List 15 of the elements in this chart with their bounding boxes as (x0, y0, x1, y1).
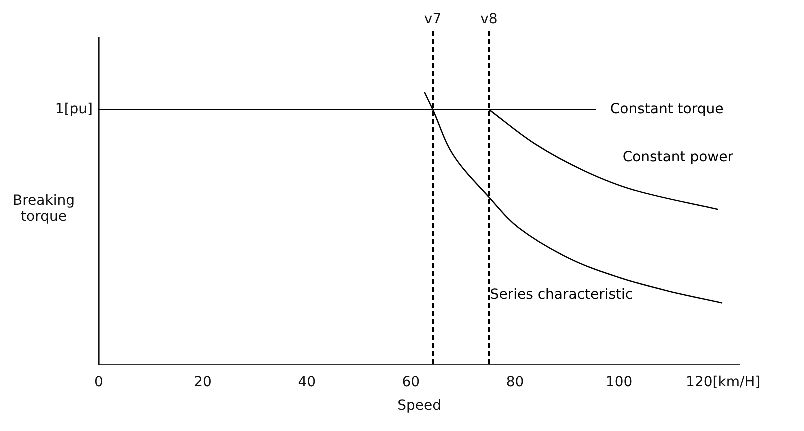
annotation: 1[pu] (55, 101, 93, 118)
series-label: Constant power (622, 149, 734, 166)
x-tick-label: 40 (298, 374, 316, 390)
series-label: Series characteristic (490, 286, 634, 303)
x-tick-label: 80 (506, 374, 524, 390)
x-tick-label: 0 (94, 374, 104, 390)
x-tick-label: 100 (606, 374, 633, 390)
y-axis-title: Breaking torque (12, 193, 76, 225)
ref-line-label: v8 (480, 12, 498, 28)
series-label: Constant torque (610, 101, 724, 118)
x-tick-label: 120[km/H] (686, 374, 761, 390)
x-tick-label: 20 (194, 374, 212, 390)
x-axis-title: Speed (398, 398, 442, 414)
x-tick-label: 60 (402, 374, 420, 390)
ref-line-label: v7 (424, 12, 442, 28)
